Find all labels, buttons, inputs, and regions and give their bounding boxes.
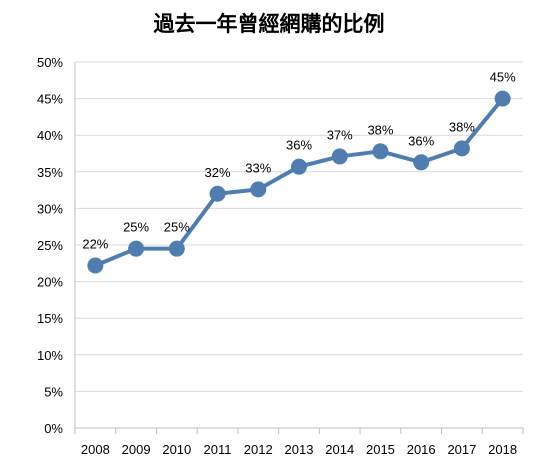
data-label: 36%	[408, 133, 434, 148]
data-point	[87, 257, 104, 274]
data-point	[413, 154, 430, 171]
y-tick-label: 50%	[37, 55, 63, 70]
data-label: 38%	[367, 122, 393, 137]
data-label: 37%	[327, 127, 353, 142]
gridlines	[75, 61, 523, 392]
x-tick-label: 2013	[285, 442, 314, 457]
x-tick-label: 2010	[162, 442, 191, 457]
axes	[74, 62, 524, 434]
x-tick-label: 2014	[325, 442, 354, 457]
y-axis-tick-labels: 0% 5% 10% 15% 20% 25% 30% 35% 40% 45% 50%	[37, 55, 63, 436]
y-tick-label: 15%	[37, 311, 63, 326]
y-tick-label: 10%	[37, 348, 63, 363]
data-label: 45%	[490, 70, 516, 85]
x-tick-label: 2008	[81, 442, 110, 457]
data-point	[372, 143, 389, 160]
data-label: 25%	[123, 220, 149, 235]
data-label: 38%	[449, 119, 475, 134]
y-tick-label: 35%	[37, 165, 63, 180]
y-tick-label: 5%	[44, 384, 63, 399]
y-tick-label: 0%	[44, 421, 63, 436]
y-tick-label: 25%	[37, 238, 63, 253]
x-tick-label: 2017	[447, 442, 476, 457]
x-tick-label: 2012	[244, 442, 273, 457]
y-tick-label: 40%	[37, 128, 63, 143]
x-tick-label: 2015	[366, 442, 395, 457]
data-point	[331, 148, 348, 165]
x-axis-tick-labels: 2008 2009 2010 2011 2012 2013 2014 2015 2016 2017…	[81, 442, 517, 457]
data-labels: 22% 25% 25% 32% 33% 36% 37% 38% 36% 38% 45%	[82, 70, 516, 252]
y-tick-label: 20%	[37, 275, 63, 290]
data-point	[453, 140, 470, 157]
data-point	[250, 181, 267, 198]
series-line	[94, 97, 505, 268]
series-line-group	[94, 97, 505, 268]
data-point	[209, 185, 226, 202]
x-tick-label: 2018	[488, 442, 517, 457]
data-point	[494, 90, 511, 107]
data-label: 33%	[245, 160, 271, 175]
data-point	[168, 240, 185, 257]
series-points	[87, 90, 511, 274]
data-point	[291, 158, 307, 175]
x-tick-label: 2009	[122, 442, 151, 457]
x-tick-label: 2016	[407, 442, 436, 457]
data-label: 25%	[164, 220, 190, 235]
data-label: 32%	[205, 165, 231, 180]
data-point	[128, 240, 145, 257]
chart-title: 過去一年曾經網購的比例	[153, 12, 385, 36]
y-tick-label: 45%	[37, 92, 63, 107]
x-tick-label: 2011	[204, 442, 232, 457]
y-tick-label: 30%	[37, 201, 63, 216]
data-label: 36%	[286, 138, 312, 153]
data-label: 22%	[82, 236, 108, 251]
